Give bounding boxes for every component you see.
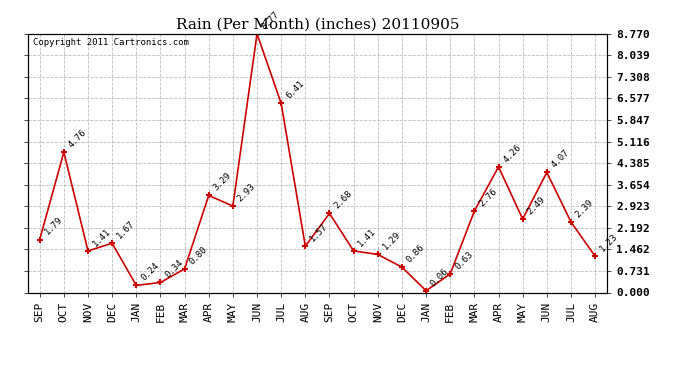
Text: 0.24: 0.24 <box>139 261 161 283</box>
Text: Copyright 2011 Cartronics.com: Copyright 2011 Cartronics.com <box>33 38 189 46</box>
Text: 1.41: 1.41 <box>357 226 378 248</box>
Text: 1.29: 1.29 <box>381 230 402 252</box>
Text: 0.34: 0.34 <box>164 258 185 280</box>
Text: 1.67: 1.67 <box>115 219 137 240</box>
Text: 4.07: 4.07 <box>550 148 571 170</box>
Text: 0.80: 0.80 <box>188 244 209 266</box>
Text: 0.06: 0.06 <box>429 266 451 288</box>
Text: 2.68: 2.68 <box>333 189 354 211</box>
Text: 2.93: 2.93 <box>236 182 257 203</box>
Text: 0.86: 0.86 <box>405 243 426 264</box>
Text: 4.26: 4.26 <box>502 142 523 164</box>
Text: 6.41: 6.41 <box>284 79 306 100</box>
Text: 1.23: 1.23 <box>598 232 620 254</box>
Text: 2.49: 2.49 <box>526 195 547 216</box>
Text: 1.79: 1.79 <box>43 215 64 237</box>
Text: 0.63: 0.63 <box>453 250 475 271</box>
Text: 3.29: 3.29 <box>212 171 233 193</box>
Text: 2.39: 2.39 <box>574 198 595 219</box>
Text: 4.76: 4.76 <box>67 128 88 149</box>
Text: 2.76: 2.76 <box>477 187 499 208</box>
Title: Rain (Per Month) (inches) 20110905: Rain (Per Month) (inches) 20110905 <box>176 17 459 31</box>
Text: 1.57: 1.57 <box>308 222 330 243</box>
Text: 1.41: 1.41 <box>91 226 112 248</box>
Text: 8.77: 8.77 <box>260 9 282 31</box>
